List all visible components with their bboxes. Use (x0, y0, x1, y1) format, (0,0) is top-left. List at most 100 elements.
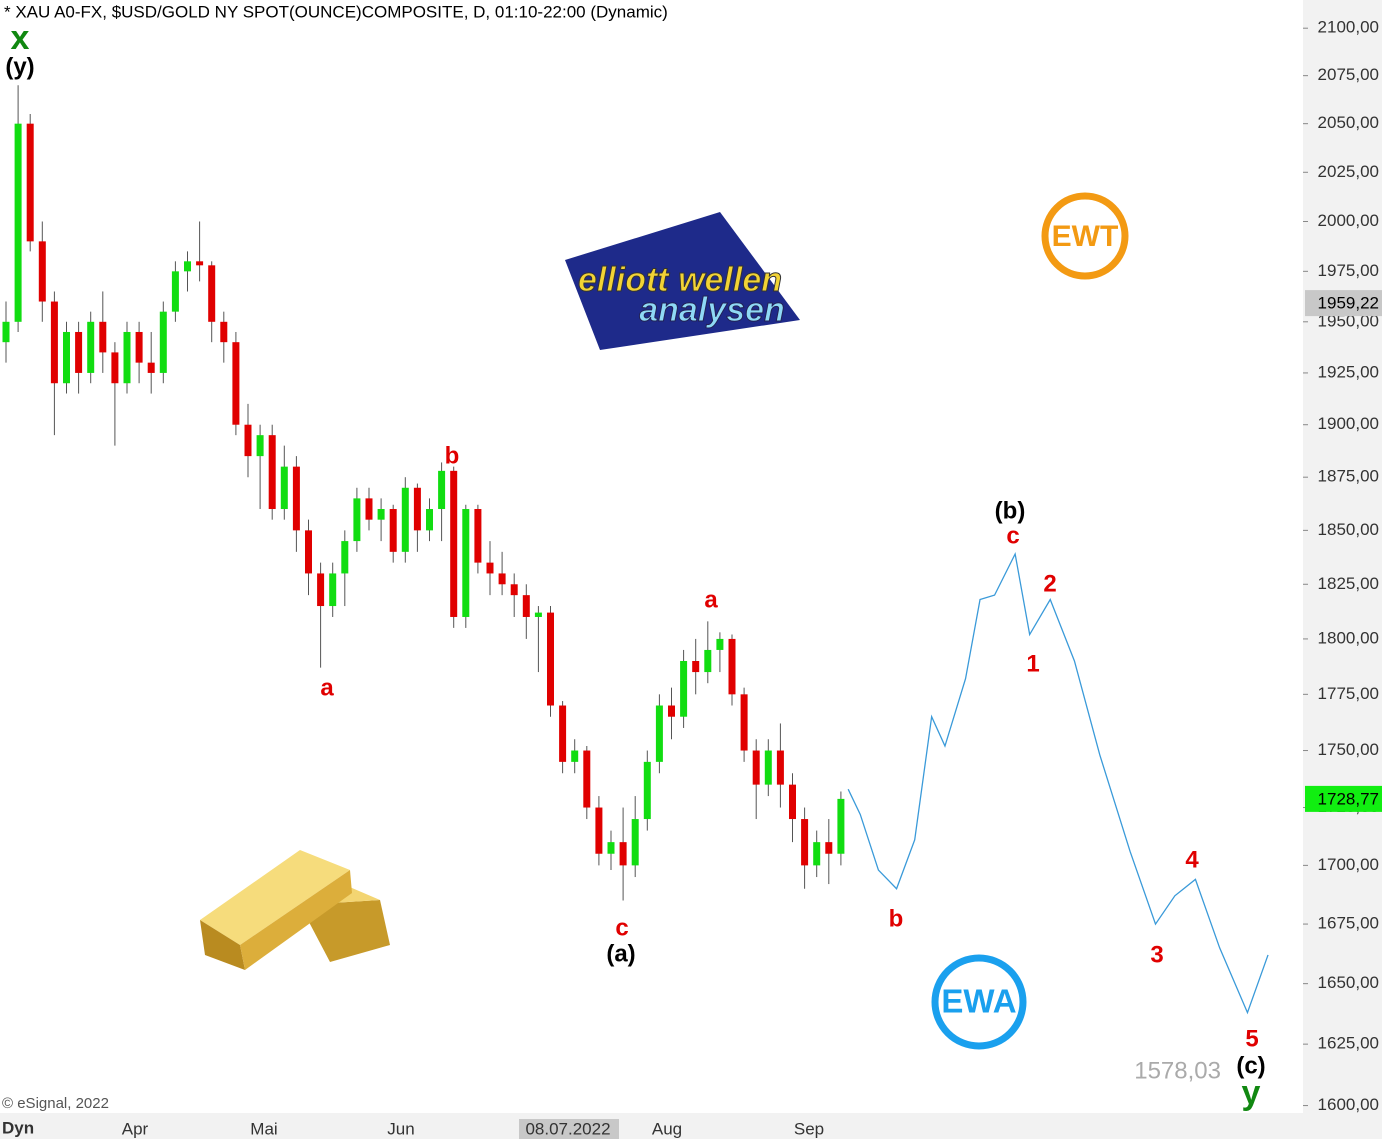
candle-body (196, 261, 204, 266)
candle-body (631, 819, 639, 866)
candle-body (123, 331, 131, 384)
y-tick-label: 1775,00 (1318, 684, 1379, 703)
wave-label: 4 (1185, 846, 1199, 873)
candle-body (353, 498, 361, 542)
candle-body (668, 705, 675, 717)
wave-label: (c) (1236, 1052, 1265, 1079)
y-tick-label: 1625,00 (1318, 1034, 1379, 1053)
copyright: © eSignal, 2022 (2, 1095, 109, 1112)
y-tick-label: 1825,00 (1318, 574, 1379, 593)
candle-body (171, 271, 179, 312)
y-tick-label: 2050,00 (1318, 113, 1379, 132)
candle-body (244, 424, 252, 457)
price-marker-label: 1959,22 (1318, 294, 1379, 313)
y-tick-label: 1925,00 (1318, 362, 1379, 381)
candle-body (534, 612, 542, 617)
ewa-text: EWA (941, 983, 1016, 1020)
candle-body (365, 498, 373, 520)
candle-body (377, 509, 385, 520)
candle-body (147, 362, 155, 373)
candle-body (184, 261, 191, 272)
candle-body (232, 342, 240, 425)
candle-body (619, 842, 627, 866)
candle-body (413, 487, 421, 531)
y-tick-label: 1675,00 (1318, 914, 1379, 933)
x-tick-label: Sep (794, 1119, 824, 1138)
gold-bars (200, 850, 390, 970)
y-axis-panel (1303, 0, 1382, 1113)
low-marker-label: 1578,03 (1134, 1057, 1221, 1084)
chart-title: * XAU A0-FX, $USD/GOLD NY SPOT(OUNCE)COM… (4, 2, 668, 21)
candle-body (317, 573, 325, 607)
candle-body (38, 241, 46, 302)
candle-body (50, 301, 58, 384)
y-tick-label: 2100,00 (1318, 18, 1379, 37)
y-tick-label: 1600,00 (1318, 1095, 1379, 1114)
x-tick-label: 08.07.2022 (525, 1119, 610, 1138)
brand-top: elliott wellen (578, 261, 782, 299)
x-label-highlight (519, 1119, 619, 1139)
candle-body (280, 466, 288, 510)
ewt-text: EWT (1052, 220, 1119, 253)
x-tick-label: Mai (250, 1119, 277, 1138)
y-tick-label: 1700,00 (1318, 855, 1379, 874)
wave-label: c (1006, 522, 1019, 549)
wave-label: a (704, 586, 718, 613)
candle-body (801, 819, 809, 866)
candle-body (607, 842, 615, 854)
wave-label: (a) (606, 940, 635, 967)
x-tick-label: Jun (387, 1119, 414, 1138)
ewt-logo: EWT (1041, 192, 1129, 280)
candle-body (99, 321, 107, 353)
candle-body (740, 694, 748, 751)
candle-body (571, 750, 579, 762)
candle-body (752, 750, 760, 785)
y-tick-label: 1900,00 (1318, 414, 1379, 433)
wave-label: b (445, 442, 460, 469)
candle-body (595, 807, 603, 854)
candle-body (510, 584, 518, 596)
wave-label: y (1242, 1074, 1261, 1112)
candle-body (389, 509, 397, 552)
wave-label: (b) (995, 497, 1026, 524)
candle-body (268, 435, 276, 510)
candle-body (764, 750, 772, 785)
candle-body (87, 321, 95, 373)
candle-body (704, 649, 712, 673)
candle-body (305, 530, 312, 574)
y-tick-label: 1750,00 (1318, 740, 1379, 759)
candle-body (220, 321, 228, 343)
candle-body (522, 595, 530, 617)
wave-label: (y) (5, 53, 34, 80)
candle-body (462, 509, 470, 617)
candle-body (837, 798, 845, 854)
candle-body (559, 705, 567, 762)
candle-body (75, 331, 83, 373)
wave-label: 2 (1043, 570, 1056, 597)
candle-body (2, 321, 10, 343)
candle-body (680, 660, 688, 717)
candle-body (583, 750, 591, 808)
candle-body (208, 265, 216, 322)
candle-body (643, 761, 651, 820)
candle-body (813, 842, 821, 866)
candle-body (547, 612, 554, 706)
y-tick-label: 2025,00 (1318, 162, 1379, 181)
candle-body (63, 331, 70, 384)
candle-body (486, 562, 494, 574)
candle-body (474, 509, 482, 563)
candle-body (341, 541, 349, 574)
wave-label: c (615, 914, 628, 941)
candle-body (401, 487, 409, 552)
candle-body (498, 573, 506, 585)
y-tick-label: 1975,00 (1318, 261, 1379, 280)
candle-body (716, 638, 724, 650)
candle-body (256, 435, 264, 457)
price-marker (1305, 785, 1382, 812)
y-tick-label: 1800,00 (1318, 628, 1379, 647)
x-tick-label: Apr (122, 1119, 149, 1138)
candle-body (692, 660, 700, 673)
x-axis-panel (0, 1113, 1382, 1139)
wave-label: x (11, 19, 30, 57)
